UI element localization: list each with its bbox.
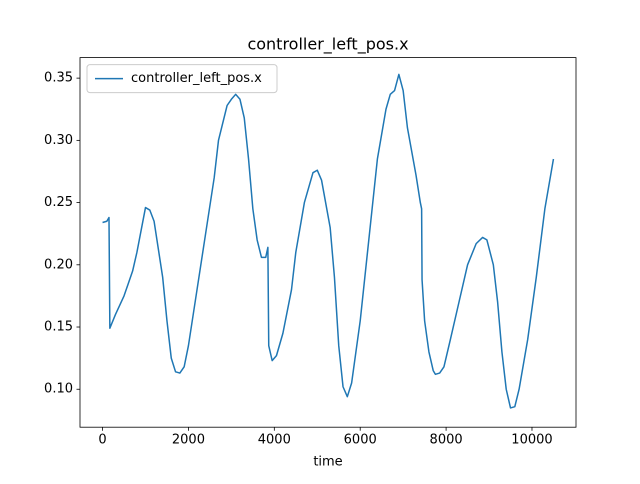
axes-frame: [79, 57, 577, 428]
x-tick-label: 0: [98, 433, 106, 448]
x-tick-label: 2000: [172, 433, 205, 448]
x-tick-label: 10000: [511, 433, 552, 448]
y-tick-label: 0.30: [44, 133, 73, 148]
legend-label: controller_left_pos.x: [131, 71, 262, 86]
x-axis-label: time: [313, 455, 342, 470]
y-tick-label: 0.20: [44, 257, 73, 272]
chart-title: controller_left_pos.x: [247, 35, 408, 55]
data-line: [102, 73, 555, 409]
y-tick-label: 0.10: [44, 382, 73, 397]
y-tick-label: 0.25: [44, 195, 73, 210]
x-tick-label: 4000: [258, 433, 291, 448]
x-tick-label: 8000: [430, 433, 463, 448]
y-tick-label: 0.15: [44, 320, 73, 335]
y-tick-label: 0.35: [44, 71, 73, 86]
legend-box: [86, 64, 278, 94]
x-tick-label: 6000: [344, 433, 377, 448]
